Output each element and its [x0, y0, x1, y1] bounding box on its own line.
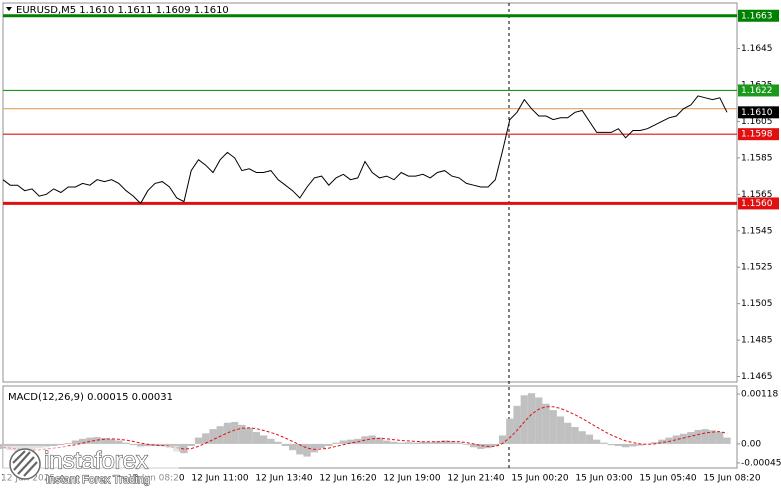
x-tick-label: 15 Jun 05:40 [639, 474, 696, 484]
macd-bar [702, 429, 709, 444]
y-tick-label: 1.1645 [741, 44, 773, 54]
macd-bar [542, 404, 549, 444]
y-tick-label: 1.1505 [741, 299, 773, 309]
y-tick-label: 1.1485 [741, 336, 773, 346]
macd-bar [398, 443, 405, 444]
y-tick-label: 1.1465 [741, 372, 773, 382]
macd-bar [673, 435, 680, 443]
x-tick-label: 12 Jun 19:00 [383, 474, 440, 484]
macd-bar [50, 444, 57, 446]
macd-bar [57, 444, 64, 445]
y-tick-label: 0.00 [741, 439, 761, 449]
macd-bar [246, 428, 253, 444]
macd-bar [311, 444, 318, 452]
macd-bar [217, 426, 224, 444]
macd-bar [275, 442, 282, 444]
macd-bar [296, 444, 303, 455]
level-label: 1.1663 [741, 11, 773, 21]
main-pane [3, 3, 737, 382]
macd-bar [600, 443, 607, 444]
macd-bar [122, 443, 129, 444]
macd-bar [622, 444, 629, 447]
y-tick-label: -0.00045 [741, 458, 781, 468]
macd-bar [608, 444, 615, 445]
watermark: instaforex Instant Forex Trading [3, 446, 179, 486]
y-tick-label: 1.1605 [741, 117, 773, 127]
macd-bar [260, 435, 267, 443]
macd-bar [528, 393, 535, 444]
macd-bar [665, 438, 672, 444]
macd-bar [267, 439, 274, 444]
x-tick-label: 15 Jun 00:20 [511, 474, 568, 484]
macd-bar [499, 435, 506, 443]
y-tick-label: 1.1545 [741, 226, 773, 236]
watermark-tagline: Instant Forex Trading [46, 474, 150, 486]
x-tick-label: 12 Jun 16:20 [319, 474, 376, 484]
x-tick-label: 12 Jun 13:40 [255, 474, 312, 484]
macd-bar [130, 444, 137, 445]
macd-bar [535, 397, 542, 443]
macd-bar [224, 423, 231, 444]
macd-title: MACD(12,26,9) 0.00015 0.00031 [8, 392, 173, 403]
macd-bar [579, 431, 586, 444]
macd-bar [550, 410, 557, 444]
y-tick-label: 0.00118 [741, 390, 778, 400]
macd-bar [289, 444, 296, 450]
macd-bar [615, 444, 622, 446]
macd-bar [470, 444, 477, 447]
macd-bar [456, 443, 463, 444]
x-tick-label: 12 Jun 11:00 [191, 474, 248, 484]
macd-bar [687, 432, 694, 444]
macd-bar [282, 444, 289, 446]
macd-bar [318, 444, 325, 448]
y-tick-label: 1.1585 [741, 153, 773, 163]
macd-bar [303, 444, 310, 457]
macd-bar [513, 406, 520, 444]
level-label: 1.1560 [741, 199, 773, 209]
macd-bar [405, 442, 412, 444]
macd-bar [340, 441, 347, 444]
macd-bar [716, 432, 723, 444]
macd-bar [383, 441, 390, 444]
macd-bar [390, 442, 397, 444]
macd-bar [115, 441, 122, 444]
macd-bar [564, 423, 571, 444]
level-label: 1.1622 [741, 86, 773, 96]
macd-bar [325, 444, 332, 446]
macd-bar [209, 429, 216, 444]
macd-bar [72, 441, 79, 444]
macd-bar [427, 442, 434, 444]
macd-bar [723, 438, 730, 444]
macd-bar [571, 427, 578, 444]
macd-bar [694, 430, 701, 444]
x-tick-label: 12 Jun 21:40 [447, 474, 504, 484]
macd-bar [231, 422, 238, 444]
macd-bar [202, 433, 209, 444]
macd-bar [557, 416, 564, 443]
macd-bar [65, 443, 72, 444]
level-label: 1.1598 [741, 130, 773, 140]
macd-bar [253, 432, 260, 444]
macd-bar [586, 435, 593, 444]
macd-bar [188, 444, 195, 446]
macd-bar [463, 444, 470, 445]
y-tick-label: 1.1525 [741, 263, 773, 273]
macd-bar [195, 438, 202, 444]
macd-bar [593, 440, 600, 444]
macd-bar [680, 434, 687, 444]
watermark-brand: instaforex [44, 447, 148, 474]
x-tick-label: 15 Jun 08:20 [703, 474, 760, 484]
macd-bar [412, 443, 419, 444]
macd-bar [332, 443, 339, 444]
x-tick-label: 15 Jun 03:00 [575, 474, 632, 484]
macd-bar [629, 444, 636, 447]
macd-bar [108, 439, 115, 444]
current-price-label: 1.1610 [741, 108, 773, 118]
